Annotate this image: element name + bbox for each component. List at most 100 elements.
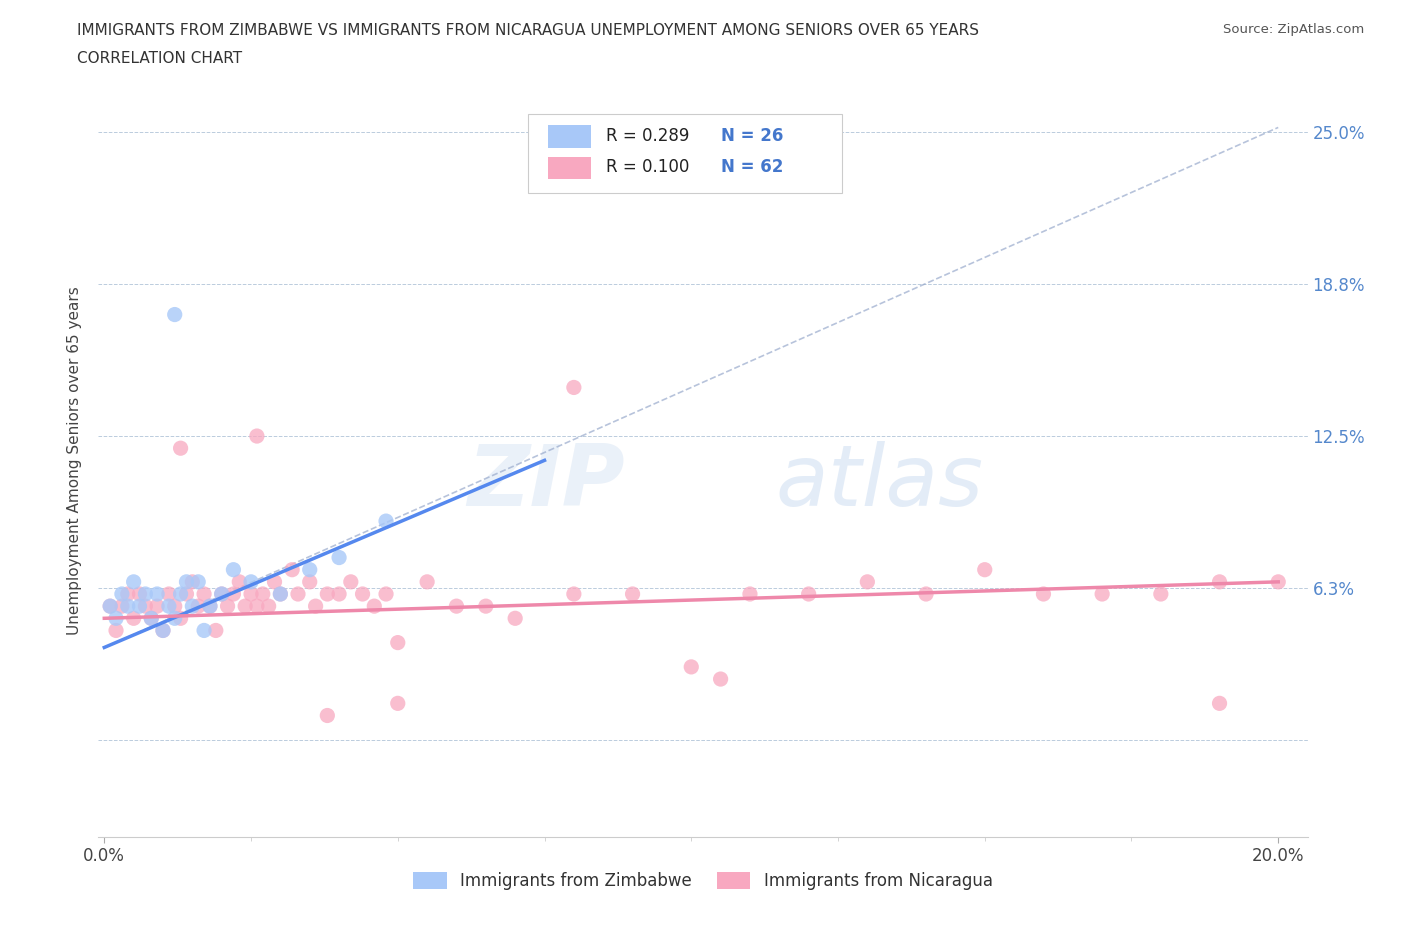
Point — [181, 599, 204, 614]
Point — [141, 611, 163, 626]
Point — [240, 575, 263, 590]
Point — [146, 587, 169, 602]
Text: atlas: atlas — [776, 442, 984, 525]
Legend: Immigrants from Zimbabwe, Immigrants from Nicaragua: Immigrants from Zimbabwe, Immigrants fro… — [406, 865, 1000, 897]
Point — [211, 587, 233, 602]
Text: R = 0.100: R = 0.100 — [606, 157, 689, 176]
Point — [363, 599, 385, 614]
Point — [475, 599, 498, 614]
Point — [621, 587, 644, 602]
Point — [163, 611, 186, 626]
Point — [134, 587, 156, 602]
Point — [222, 563, 245, 578]
Point — [316, 708, 339, 723]
FancyBboxPatch shape — [548, 157, 591, 179]
Point — [1150, 587, 1173, 602]
Point — [269, 587, 291, 602]
Point — [446, 599, 468, 614]
Text: IMMIGRANTS FROM ZIMBABWE VS IMMIGRANTS FROM NICARAGUA UNEMPLOYMENT AMONG SENIORS: IMMIGRANTS FROM ZIMBABWE VS IMMIGRANTS F… — [77, 23, 980, 38]
Point — [340, 575, 363, 590]
Point — [856, 575, 879, 590]
Point — [128, 587, 150, 602]
Point — [562, 587, 585, 602]
Point — [228, 575, 250, 590]
Point — [122, 611, 145, 626]
Point — [287, 587, 309, 602]
Point — [169, 587, 191, 602]
Point — [152, 623, 174, 638]
Point — [105, 611, 128, 626]
Point — [176, 575, 198, 590]
Point — [375, 587, 398, 602]
Point — [193, 587, 215, 602]
Point — [252, 587, 274, 602]
Point — [233, 599, 256, 614]
Point — [176, 587, 198, 602]
Point — [387, 635, 409, 650]
Point — [204, 623, 226, 638]
Y-axis label: Unemployment Among Seniors over 65 years: Unemployment Among Seniors over 65 years — [67, 286, 83, 634]
Point — [157, 587, 180, 602]
Text: N = 26: N = 26 — [721, 126, 783, 145]
Point — [1091, 587, 1114, 602]
Point — [387, 696, 409, 711]
Point — [128, 599, 150, 614]
FancyBboxPatch shape — [548, 126, 591, 148]
Point — [1208, 696, 1230, 711]
Point — [298, 575, 321, 590]
Text: CORRELATION CHART: CORRELATION CHART — [77, 51, 242, 66]
Point — [111, 599, 134, 614]
Point — [416, 575, 439, 590]
Point — [797, 587, 820, 602]
Point — [257, 599, 280, 614]
Point — [111, 587, 134, 602]
Point — [263, 575, 285, 590]
Point — [298, 563, 321, 578]
Point — [193, 623, 215, 638]
Point — [316, 587, 339, 602]
Point — [98, 599, 121, 614]
Point — [217, 599, 239, 614]
Point — [105, 623, 128, 638]
Point — [169, 441, 191, 456]
Point — [117, 587, 139, 602]
Point — [187, 575, 209, 590]
Point — [134, 599, 156, 614]
Point — [152, 623, 174, 638]
Point — [163, 599, 186, 614]
Point — [198, 599, 221, 614]
Text: R = 0.289: R = 0.289 — [606, 126, 689, 145]
Point — [352, 587, 374, 602]
Point — [181, 575, 204, 590]
Point — [681, 659, 703, 674]
Point — [157, 599, 180, 614]
Point — [710, 671, 733, 686]
Point — [1208, 575, 1230, 590]
Text: Source: ZipAtlas.com: Source: ZipAtlas.com — [1223, 23, 1364, 36]
Point — [562, 380, 585, 395]
Point — [122, 575, 145, 590]
Point — [169, 611, 191, 626]
Point — [738, 587, 761, 602]
Point — [222, 587, 245, 602]
Point — [117, 599, 139, 614]
Point — [246, 599, 269, 614]
FancyBboxPatch shape — [527, 113, 842, 193]
Point — [146, 599, 169, 614]
Point — [281, 563, 304, 578]
Point — [187, 599, 209, 614]
Point — [269, 587, 291, 602]
Point — [246, 429, 269, 444]
Point — [304, 599, 326, 614]
Point — [328, 587, 350, 602]
Point — [1267, 575, 1289, 590]
Point — [163, 307, 186, 322]
Point — [198, 599, 221, 614]
Text: ZIP: ZIP — [467, 442, 624, 525]
Text: N = 62: N = 62 — [721, 157, 783, 176]
Point — [915, 587, 938, 602]
Point — [503, 611, 526, 626]
Point — [240, 587, 263, 602]
Point — [211, 587, 233, 602]
Point — [375, 513, 398, 528]
